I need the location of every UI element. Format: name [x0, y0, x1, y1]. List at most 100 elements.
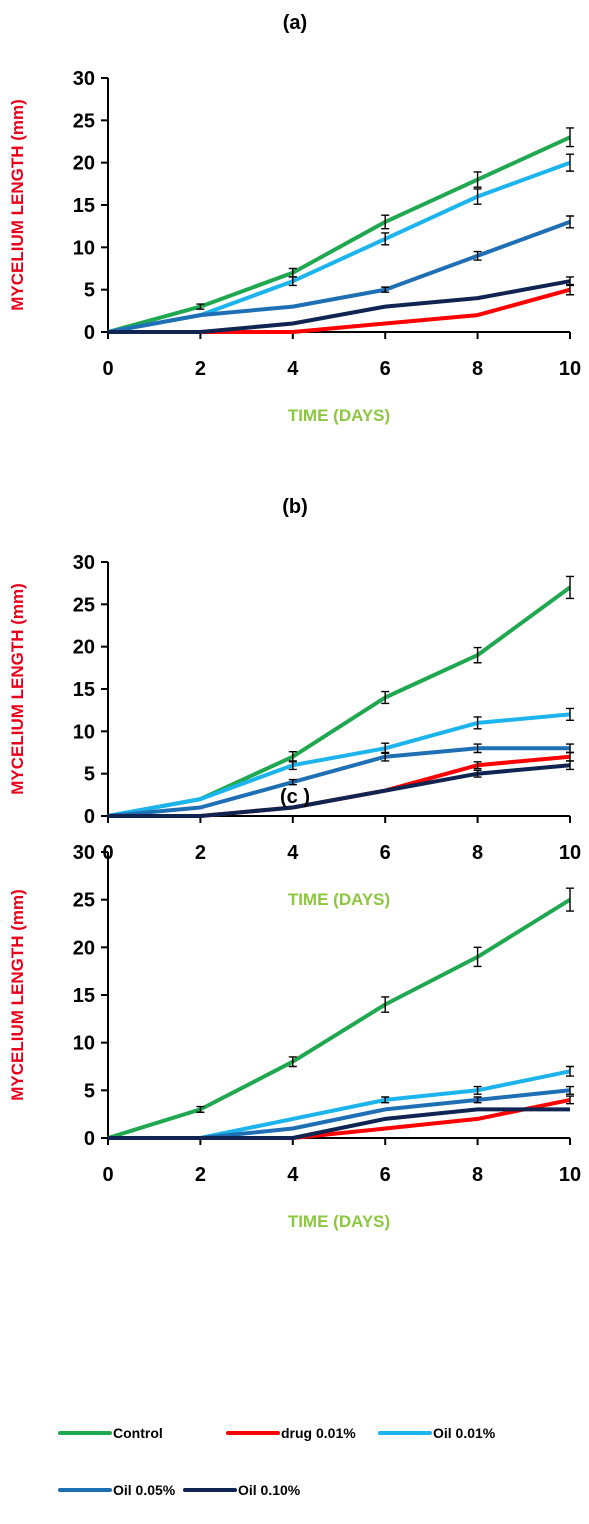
- error-bar: [288, 760, 297, 771]
- error-bar: [473, 761, 482, 770]
- series-line-control: [107, 135, 571, 334]
- series-line-drug-0-01: [108, 754, 571, 818]
- series-line-oil-0-05: [107, 746, 570, 818]
- error-bar: [288, 276, 297, 287]
- y-tick-label: 10: [73, 1033, 95, 1055]
- error-bar: [381, 214, 390, 230]
- legend-label-oil-001: Oil 0.01%: [433, 1425, 496, 1441]
- error-bar: [473, 716, 482, 730]
- error-bar: [473, 769, 482, 778]
- series-line-control: [107, 897, 572, 1140]
- legend-label-control: Control: [113, 1425, 163, 1441]
- series-control: [107, 887, 574, 1140]
- series-drug-0-01: [108, 751, 574, 818]
- series-oil-0-01: [107, 153, 574, 334]
- error-bar: [381, 690, 390, 705]
- error-bar: [288, 1056, 297, 1068]
- y-tick-label: 15: [73, 985, 95, 1007]
- error-bar: [566, 215, 574, 229]
- y-tick-label: 0: [84, 1128, 95, 1150]
- x-tick-label: 6: [380, 1164, 391, 1186]
- series-line-control: [107, 585, 572, 818]
- series-line-oil-0-01: [107, 712, 571, 818]
- x-tick-label: 8: [472, 842, 483, 864]
- y-tick-label: 15: [73, 195, 95, 217]
- series-oil-0-01: [107, 707, 574, 818]
- error-bar: [566, 707, 574, 722]
- series-oil-0-05: [107, 215, 574, 334]
- series-control: [107, 575, 574, 818]
- y-tick-label: 5: [84, 1080, 95, 1102]
- chart-title: (c ): [280, 786, 310, 808]
- series-line-oil-0-10: [108, 763, 571, 818]
- error-bar: [473, 946, 482, 968]
- x-tick-label: 2: [195, 358, 206, 380]
- series-control: [107, 127, 574, 334]
- series-oil-0-05: [107, 743, 574, 818]
- error-bar: [566, 1095, 574, 1105]
- legend-label-oil-005: Oil 0.05%: [113, 1482, 176, 1498]
- error-bar: [473, 646, 482, 664]
- x-tick-label: 6: [380, 842, 391, 864]
- error-bar: [381, 232, 390, 246]
- error-bar: [566, 127, 574, 148]
- x-tick-label: 0: [102, 1164, 113, 1186]
- y-tick-label: 30: [73, 552, 95, 574]
- error-bar: [473, 250, 482, 261]
- error-bar: [566, 1065, 574, 1077]
- series-line-oil-0-10: [108, 279, 571, 334]
- x-tick-label: 10: [559, 1164, 581, 1186]
- error-bar: [473, 1085, 482, 1095]
- error-bar: [566, 276, 574, 287]
- y-axis-label: MYCELIUM LENGTH (mm): [8, 583, 27, 795]
- y-tick-label: 15: [73, 679, 95, 701]
- y-tick-label: 25: [73, 594, 95, 616]
- error-bar: [566, 887, 574, 912]
- y-tick-label: 0: [84, 806, 95, 828]
- error-bar: [196, 303, 205, 310]
- error-bar: [288, 778, 297, 786]
- y-tick-label: 20: [73, 937, 95, 959]
- error-bar: [566, 1085, 574, 1095]
- y-tick-label: 30: [73, 842, 95, 864]
- series-line-oil-0-10: [108, 1107, 570, 1140]
- x-tick-label: 8: [472, 358, 483, 380]
- error-bar: [473, 743, 482, 754]
- legend-label-oil-010: Oil 0.10%: [238, 1482, 301, 1498]
- series-line-oil-0-05: [107, 220, 571, 334]
- error-bar: [381, 1096, 390, 1104]
- x-axis-label: TIME (DAYS): [288, 1212, 390, 1231]
- x-tick-label: 4: [287, 1164, 299, 1186]
- error-bar: [381, 286, 390, 293]
- chart-title: (b): [282, 496, 308, 518]
- series-oil-0-10: [108, 1107, 570, 1140]
- x-tick-label: 0: [102, 358, 113, 380]
- x-tick-label: 2: [195, 1164, 206, 1186]
- y-tick-label: 5: [84, 280, 95, 302]
- legend: Control drug 0.01% Oil 0.01% Oil 0.05% O…: [58, 1425, 496, 1498]
- error-bar: [381, 751, 390, 762]
- error-bar: [566, 743, 574, 754]
- series-line-drug-0-01: [108, 287, 571, 334]
- y-tick-label: 0: [84, 322, 95, 344]
- error-bar: [196, 1105, 205, 1113]
- x-tick-label: 4: [287, 358, 299, 380]
- y-tick-label: 25: [73, 890, 95, 912]
- y-axis-label: MYCELIUM LENGTH (mm): [8, 889, 27, 1101]
- x-tick-label: 10: [559, 358, 581, 380]
- series-oil-0-10: [108, 276, 574, 334]
- x-tick-label: 8: [472, 1164, 483, 1186]
- x-axis-label: TIME (DAYS): [288, 890, 390, 909]
- error-bar: [566, 575, 574, 600]
- x-tick-label: 10: [559, 842, 581, 864]
- error-bar: [473, 171, 482, 188]
- error-bar: [473, 1096, 482, 1104]
- chart-title: (a): [283, 12, 307, 34]
- error-bar: [473, 188, 482, 205]
- series-oil-0-10: [108, 760, 574, 818]
- y-tick-label: 5: [84, 764, 95, 786]
- y-tick-label: 25: [73, 110, 95, 132]
